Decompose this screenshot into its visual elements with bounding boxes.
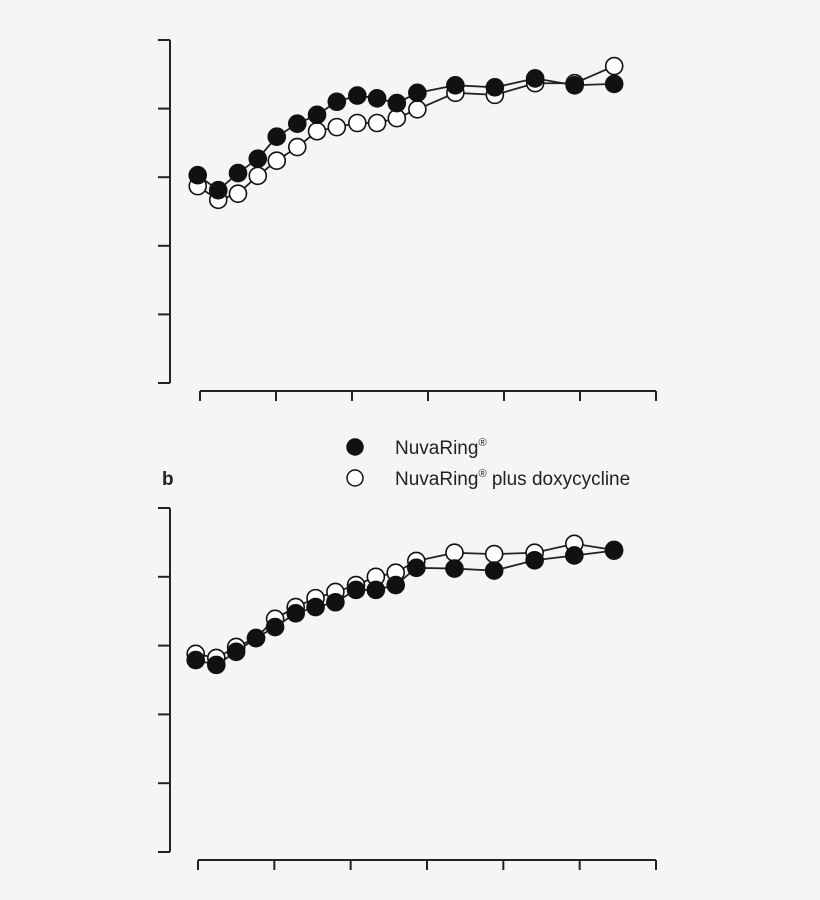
data-point-filled-0-5: [287, 114, 307, 133]
data-point-filled-0-11: [408, 83, 427, 103]
data-point-open-0-7: [327, 117, 347, 137]
panel-label-b: b: [162, 469, 174, 490]
data-point-filled-1-13: [484, 561, 504, 580]
data-point-filled-1-2: [226, 642, 246, 662]
data-point-filled-1-8: [346, 580, 366, 600]
data-point-filled-1-7: [326, 592, 345, 612]
legend-label-nuvaring-doxycycline: NuvaRing® plus doxycycline: [395, 468, 630, 490]
data-point-filled-1-12: [445, 559, 464, 578]
data-point-open-0-6: [307, 121, 327, 141]
data-point-filled-0-10: [387, 93, 407, 113]
data-point-open-0-11: [408, 99, 427, 119]
data-point-open-1-13: [484, 544, 504, 564]
legend-label-nuvaring: NuvaRing®: [395, 437, 487, 459]
legend-marker-open: [346, 469, 364, 487]
data-point-filled-1-16: [604, 541, 624, 560]
data-point-filled-0-9: [367, 89, 387, 108]
data-point-filled-0-6: [307, 105, 327, 125]
data-point-filled-1-11: [407, 558, 426, 578]
data-point-filled-0-13: [485, 78, 505, 97]
data-point-filled-1-15: [565, 546, 584, 565]
data-point-filled-1-0: [186, 650, 206, 670]
data-point-filled-1-4: [265, 617, 285, 637]
legend-marker-filled: [346, 438, 364, 456]
data-point-filled-1-3: [246, 628, 266, 648]
data-point-filled-1-10: [386, 575, 406, 595]
data-point-open-0-3: [248, 166, 268, 186]
data-point-open-0-5: [287, 137, 307, 157]
data-point-filled-1-1: [207, 655, 226, 675]
data-point-filled-1-14: [525, 550, 544, 570]
data-point-open-0-2: [228, 184, 248, 203]
data-point-open-0-4: [267, 151, 287, 171]
data-point-filled-0-2: [228, 163, 248, 183]
data-point-filled-0-4: [267, 127, 287, 147]
data-point-filled-1-9: [366, 580, 386, 600]
data-point-open-0-8: [348, 113, 367, 133]
data-point-filled-0-7: [327, 92, 347, 112]
data-point-filled-0-14: [525, 69, 545, 88]
legend: NuvaRing® NuvaRing® plus doxycycline: [346, 437, 630, 490]
data-point-filled-1-6: [306, 597, 325, 617]
data-point-filled-0-8: [348, 86, 367, 105]
data-point-filled-0-1: [208, 180, 228, 200]
data-point-filled-0-12: [446, 75, 465, 95]
data-point-open-0-9: [367, 113, 387, 133]
data-point-filled-0-0: [188, 165, 208, 185]
data-point-filled-0-15: [565, 75, 584, 95]
data-point-filled-1-5: [286, 603, 306, 623]
data-point-filled-0-3: [248, 149, 268, 168]
data-point-open-0-16: [604, 56, 624, 76]
data-point-open-1-12: [445, 543, 464, 563]
data-point-filled-0-16: [604, 74, 624, 94]
